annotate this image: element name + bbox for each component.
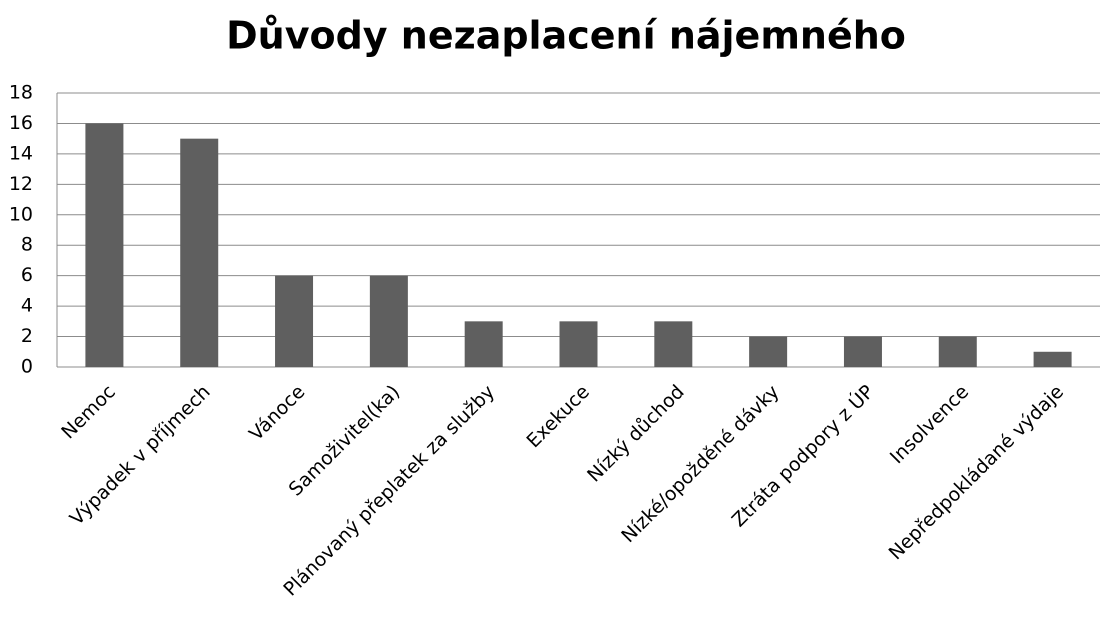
y-tick-label: 4 — [21, 295, 33, 317]
bar — [180, 138, 219, 367]
bar — [843, 336, 882, 367]
bar — [749, 336, 788, 367]
chart-title: Důvody nezaplacení nájemného — [226, 14, 906, 58]
y-tick-label: 10 — [9, 203, 33, 225]
x-tick-label: Nepředpokládané výdaje — [885, 381, 1068, 564]
y-tick-label: 18 — [9, 82, 33, 104]
x-tick-label: Exekuce — [523, 381, 594, 452]
x-tick-label: Nízký důchod — [583, 381, 689, 487]
bar — [559, 321, 598, 367]
bar — [369, 275, 408, 367]
bar — [1033, 351, 1072, 367]
x-tick-label: Insolvence — [886, 381, 973, 468]
x-tick-label: Plánovaný přeplatek za služby — [279, 381, 499, 601]
y-tick-label: 2 — [21, 325, 33, 347]
bar — [275, 275, 314, 367]
x-tick-label: Nízké/opožděné dávky — [617, 381, 783, 547]
y-tick-label: 6 — [21, 264, 33, 286]
y-tick-label: 0 — [21, 356, 33, 378]
bar — [938, 336, 977, 367]
bar — [85, 123, 124, 367]
bar — [464, 321, 503, 367]
x-tick-label: Nemoc — [57, 381, 120, 444]
y-tick-label: 16 — [9, 112, 33, 134]
x-tick-label: Vánoce — [245, 381, 309, 445]
y-tick-label: 8 — [21, 234, 33, 256]
y-tick-label: 14 — [9, 142, 33, 164]
y-tick-label: 12 — [9, 173, 33, 195]
bar — [654, 321, 693, 367]
